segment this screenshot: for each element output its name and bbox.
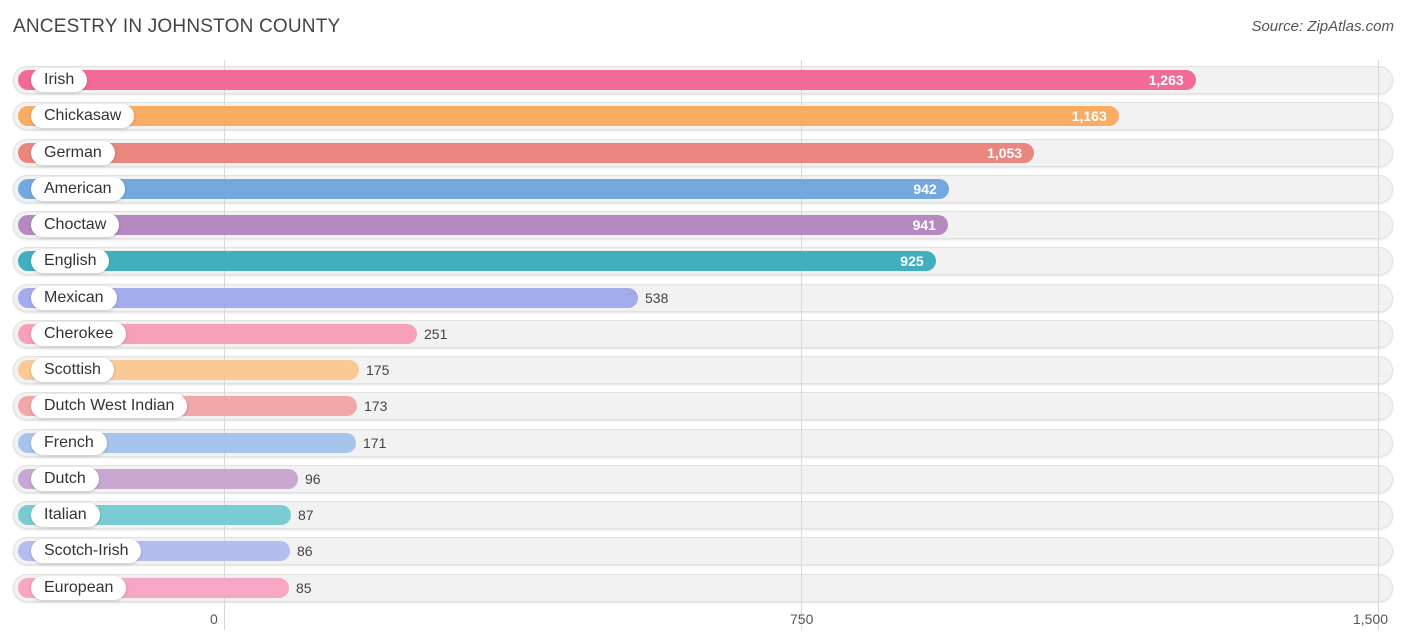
value-label: 175	[366, 362, 390, 378]
value-label: 1,263	[1148, 72, 1184, 88]
x-tick-label: 750	[790, 611, 814, 627]
category-label: Irish	[31, 68, 88, 92]
bar	[18, 287, 638, 308]
value-label: 171	[363, 434, 387, 451]
value-label: 942	[913, 180, 937, 197]
category-label: Dutch	[31, 466, 99, 491]
value-label: 96	[305, 470, 321, 487]
value-label: 87	[298, 507, 314, 523]
gridline	[801, 60, 802, 630]
source-attribution: Source: ZipAtlas.com	[1251, 18, 1394, 35]
bar	[18, 142, 1034, 163]
category-label: Scotch-Irish	[31, 539, 142, 564]
category-label: Italian	[31, 503, 100, 527]
value-label: 941	[912, 217, 936, 233]
category-label: Scottish	[31, 358, 114, 382]
value-label: 173	[364, 398, 388, 415]
value-label: 538	[645, 289, 669, 306]
x-tick-label: 0	[210, 611, 218, 627]
value-label: 86	[297, 543, 313, 560]
bar	[18, 70, 1196, 90]
bar	[18, 215, 948, 235]
gridline	[224, 60, 225, 630]
bar	[18, 106, 1119, 127]
gridline	[1378, 60, 1379, 630]
value-label: 925	[900, 253, 924, 270]
category-label: American	[31, 176, 125, 201]
value-label: 251	[424, 325, 448, 342]
category-label: French	[31, 430, 107, 455]
value-label: 1,163	[1071, 108, 1107, 125]
value-label: 1,053	[987, 144, 1023, 161]
category-label: Chickasaw	[31, 104, 135, 129]
value-label: 85	[296, 579, 312, 596]
category-label: Choctaw	[31, 213, 120, 237]
category-label: European	[31, 575, 127, 600]
category-label: Cherokee	[31, 321, 127, 346]
category-label: Mexican	[31, 285, 117, 310]
x-tick-label: 1,500	[1353, 611, 1389, 627]
category-label: German	[31, 140, 115, 165]
category-label: Dutch West Indian	[31, 394, 188, 419]
category-label: English	[31, 249, 110, 274]
chart-title: ANCESTRY IN JOHNSTON COUNTY	[13, 16, 341, 37]
bar	[18, 251, 936, 272]
bar	[18, 178, 949, 199]
